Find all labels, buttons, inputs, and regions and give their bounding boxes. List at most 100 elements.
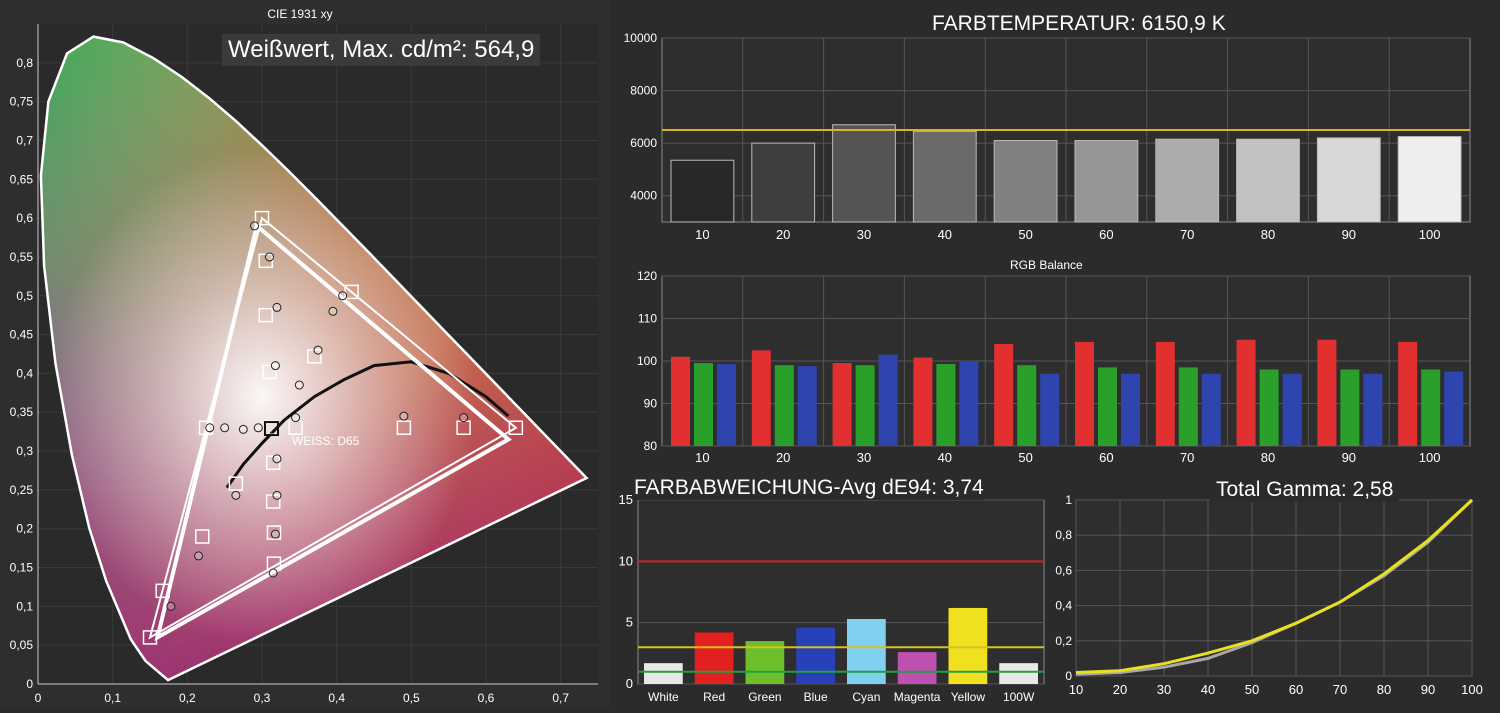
de-x-tick-label: Red	[703, 690, 725, 704]
gm-x-tick-label: 80	[1377, 682, 1391, 697]
ct-bar	[1397, 136, 1462, 223]
target-square	[228, 476, 244, 491]
de-x-tick-label: 100W	[1003, 690, 1035, 704]
measurement-point	[220, 423, 230, 433]
cie-y-tick-label: 0,05	[10, 638, 34, 652]
cie-y-tick-label: 0,8	[16, 56, 33, 70]
measurement-point	[294, 380, 304, 390]
de-bar	[847, 618, 886, 684]
cie-y-tick-label: 0	[26, 677, 33, 691]
rgb-x-tick-label: 40	[938, 450, 952, 465]
ct-bar	[832, 124, 896, 223]
rgb-balance-title: RGB Balance	[1010, 258, 1083, 272]
cie-y-tick-label: 0,6	[16, 211, 33, 225]
gm-y-tick-label: 0,8	[1055, 528, 1072, 542]
rgb-y-tick-label: 100	[637, 354, 657, 368]
color-temperature-panel: 4000 6000 8000 10000 10 20 30 40 50 60 70 80 90 100 F…	[612, 0, 1500, 252]
cie-y-tick-label: 0,15	[10, 561, 34, 575]
gm-x-tick-label: 40	[1201, 682, 1215, 697]
rgb-bar	[797, 366, 817, 446]
rgb-bar	[1098, 367, 1117, 446]
cie-y-tick-label: 0,45	[10, 328, 34, 342]
measurement-point	[253, 423, 263, 433]
measurement-point	[338, 291, 348, 301]
cie-chart-panel: 0 0,05 0,1 0,15 0,2 0,25 0,3 0,35 0,4 0,45 0,5 0,55…	[0, 0, 610, 708]
target-square	[262, 364, 277, 380]
rgb-bar	[1282, 373, 1302, 446]
rgb-bar	[717, 363, 736, 446]
cie-x-tick-label: 0,5	[403, 691, 420, 705]
target-square	[396, 420, 412, 436]
de-x-tick-label: Cyan	[852, 690, 880, 704]
de-bar	[644, 663, 683, 684]
ct-bar	[1155, 138, 1220, 223]
rgb-bar	[1017, 365, 1037, 446]
de-bar	[745, 641, 785, 684]
target-square	[258, 253, 273, 269]
rgb-x-tick-label: 90	[1342, 450, 1356, 465]
rgb-bar	[774, 365, 794, 446]
measurement-point	[272, 302, 282, 312]
gm-x-tick-label: 100	[1461, 682, 1483, 697]
target-square	[266, 556, 282, 571]
measurement-point	[264, 252, 274, 262]
measurement-point	[272, 454, 282, 464]
rgb-bar	[751, 350, 771, 446]
ct-bar	[1316, 137, 1381, 223]
rgb-bar	[1259, 369, 1279, 446]
rgb-bar	[936, 363, 956, 446]
rgb-bar	[855, 365, 875, 446]
rgb-y-tick-label: 110	[638, 312, 657, 326]
de-y-tick-label: 5	[626, 615, 633, 630]
de-bar	[694, 632, 734, 684]
target-square	[254, 210, 270, 226]
cie-y-tick-label: 0,75	[10, 95, 34, 109]
rgb-bar	[1444, 371, 1464, 446]
cie-y-tick-label: 0,1	[16, 599, 33, 613]
cie-x-tick-label: 0,4	[328, 691, 345, 705]
measurement-point	[328, 306, 338, 316]
gm-x-tick-label: 20	[1113, 682, 1127, 697]
cie-x-tick-label: 0,1	[104, 691, 121, 705]
target-square	[198, 420, 214, 436]
rgb-x-tick-label: 100	[1419, 450, 1441, 465]
gm-y-tick-label: 1	[1065, 493, 1072, 507]
gamma-title: Total Gamma: 2,58	[1210, 478, 1400, 502]
target-square	[344, 284, 359, 300]
cie-x-tick-label: 0,6	[478, 691, 495, 705]
color-temperature-chart: 4000 6000 8000 10000 10 20 30 40 50 60 70 80 90 100	[624, 31, 1471, 242]
measurement-point	[194, 551, 204, 561]
de-y-tick-label: 0	[626, 676, 633, 691]
ct-bar	[912, 130, 977, 223]
cie-chart: 0 0,05 0,1 0,15 0,2 0,25 0,3 0,35 0,4 0,45 0,5 0,55…	[10, 7, 598, 705]
color-deviation-panel: 0 5 10 15 White Red Green Blue Cyan Magenta Yellow…	[612, 468, 1050, 708]
gm-y-tick-label: 0,2	[1055, 634, 1072, 648]
rgb-x-tick-label: 70	[1180, 450, 1194, 465]
ct-x-tick-label: 70	[1180, 227, 1194, 242]
measured-gamut-triangle	[154, 222, 512, 642]
cie-y-tick-label: 0,3	[16, 444, 33, 458]
rgb-x-tick-label: 60	[1099, 450, 1113, 465]
measurement-point	[166, 601, 176, 611]
cie-x-tick-label: 0	[35, 691, 42, 705]
rgb-bar	[1363, 373, 1383, 446]
gm-y-tick-label: 0,6	[1055, 563, 1072, 577]
cie-y-tick-label: 0,2	[16, 522, 33, 536]
cie-y-tick-label: 0,5	[16, 289, 33, 303]
ct-bar	[993, 140, 1058, 223]
cie-y-tick-label: 0,35	[10, 405, 34, 419]
cie-x-tick-label: 0,2	[179, 691, 196, 705]
rgb-bar	[1040, 373, 1060, 446]
rgb-bar	[994, 344, 1014, 446]
measurement-point	[313, 345, 323, 355]
target-square	[155, 583, 170, 599]
ct-x-tick-label: 60	[1099, 227, 1113, 242]
rgb-balance-panel: 80 90 100 110 120 10 20 30 40 50 60 70 80 90 100 RGB B…	[612, 252, 1500, 468]
gm-plot-area	[1075, 499, 1473, 677]
ct-x-tick-label: 10	[695, 227, 709, 242]
rgb-bar	[1121, 373, 1140, 446]
measurement-point	[238, 424, 248, 434]
de-x-tick-label: Yellow	[951, 690, 986, 704]
color-temperature-title: FARBTEMPERATUR: 6150,9 K	[924, 12, 1234, 36]
ct-x-tick-label: 80	[1261, 227, 1275, 242]
